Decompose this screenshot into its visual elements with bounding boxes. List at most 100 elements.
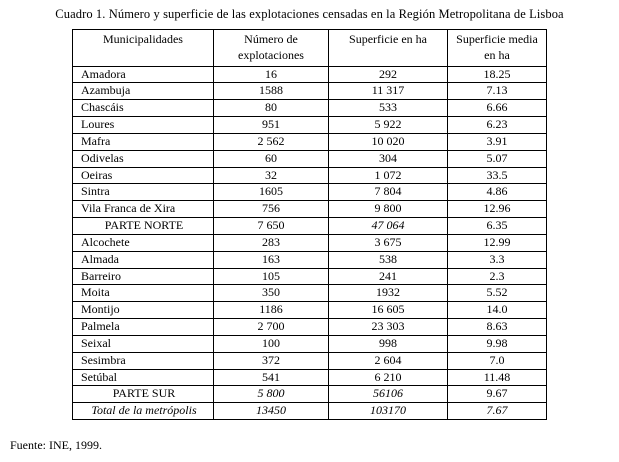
table-row: Palmela 2 700 23 303 8.63 — [72, 318, 547, 336]
cell-municipality: Almada — [72, 250, 214, 269]
cell-media: 12.96 — [447, 200, 547, 219]
cell-municipality: Azambuja — [72, 82, 214, 101]
cell-explotaciones: 5 800 — [213, 385, 329, 404]
cell-municipality: PARTE SUR — [72, 385, 214, 404]
data-table: Municipalidades Número de explotaciones … — [72, 29, 547, 421]
cell-municipality: Moita — [72, 284, 214, 303]
cell-municipality: Palmela — [72, 318, 214, 336]
cell-media: 8.63 — [447, 318, 547, 336]
column-header-municipalidades: Municipalidades — [72, 29, 214, 67]
cell-media: 4.86 — [447, 183, 547, 202]
table-row: Sintra 1605 7 804 4.86 — [72, 183, 547, 202]
cell-explotaciones: 951 — [213, 116, 329, 134]
table-row: Barreiro 105 241 2.3 — [72, 267, 547, 286]
cell-municipality: PARTE NORTE — [72, 217, 214, 235]
cell-explotaciones: 7 650 — [213, 217, 329, 235]
cell-media: 6.23 — [447, 116, 547, 134]
cell-superficie: 304 — [328, 149, 448, 168]
cell-superficie: 10 020 — [328, 132, 448, 151]
cell-municipality: Alcochete — [72, 233, 214, 252]
cell-explotaciones: 1605 — [213, 183, 329, 202]
cell-superficie: 533 — [328, 99, 448, 118]
cell-municipality: Odivelas — [72, 149, 214, 168]
cell-media: 9.98 — [447, 334, 547, 353]
table-row: Mafra 2 562 10 020 3.91 — [72, 132, 547, 151]
table-row: PARTE SUR 5 800 56106 9.67 — [72, 385, 547, 404]
cell-media: 11.48 — [447, 368, 547, 387]
cell-superficie: 292 — [328, 65, 448, 84]
cell-superficie: 7 804 — [328, 183, 448, 202]
table-row: Amadora 16 292 18.25 — [72, 65, 547, 84]
cell-superficie: 3 675 — [328, 233, 448, 252]
cell-municipality: Seixal — [72, 334, 214, 353]
column-header-superficie: Superficie en ha — [328, 29, 448, 67]
cell-superficie: 1 072 — [328, 166, 448, 185]
cell-explotaciones: 60 — [213, 149, 329, 168]
cell-superficie: 47 064 — [328, 217, 448, 235]
cell-explotaciones: 1588 — [213, 82, 329, 101]
cell-superficie: 5 922 — [328, 116, 448, 134]
cell-media: 7.67 — [447, 402, 547, 421]
cell-superficie: 998 — [328, 334, 448, 353]
cell-media: 3.3 — [447, 250, 547, 269]
cell-municipality: Vila Franca de Xira — [72, 200, 214, 219]
cell-media: 6.66 — [447, 99, 547, 118]
column-header-numero-explotaciones: Número de explotaciones — [213, 29, 329, 67]
table-row: Almada 163 538 3.3 — [72, 250, 547, 269]
table-row: Azambuja 1588 11 317 7.13 — [72, 82, 547, 101]
cell-explotaciones: 2 700 — [213, 318, 329, 336]
source-note: Fuente: INE, 1999. — [10, 438, 102, 452]
cell-explotaciones: 372 — [213, 351, 329, 370]
table-row: Montijo 1186 16 605 14.0 — [72, 301, 547, 320]
cell-media: 7.0 — [447, 351, 547, 370]
cell-media: 9.67 — [447, 385, 547, 404]
cell-media: 2.3 — [447, 267, 547, 286]
table-row: Moita 350 1932 5.52 — [72, 284, 547, 303]
table-row: Odivelas 60 304 5.07 — [72, 149, 547, 168]
table-row: Vila Franca de Xira 756 9 800 12.96 — [72, 200, 547, 219]
cell-superficie: 9 800 — [328, 200, 448, 219]
cell-municipality: Oeiras — [72, 166, 214, 185]
cell-media: 5.52 — [447, 284, 547, 303]
cell-explotaciones: 541 — [213, 368, 329, 387]
cell-superficie: 56106 — [328, 385, 448, 404]
cell-superficie: 11 317 — [328, 82, 448, 101]
cell-municipality: Sesimbra — [72, 351, 214, 370]
cell-municipality: Mafra — [72, 132, 214, 151]
cell-superficie: 103170 — [328, 402, 448, 421]
table-row: Sesimbra 372 2 604 7.0 — [72, 351, 547, 370]
table-row: Seixal 100 998 9.98 — [72, 334, 547, 353]
cell-explotaciones: 16 — [213, 65, 329, 84]
table-row: Oeiras 32 1 072 33.5 — [72, 166, 547, 185]
cell-explotaciones: 105 — [213, 267, 329, 286]
cell-explotaciones: 100 — [213, 334, 329, 353]
cell-media: 14.0 — [447, 301, 547, 320]
table-row: Loures 951 5 922 6.23 — [72, 116, 547, 134]
cell-municipality: Sintra — [72, 183, 214, 202]
cell-explotaciones: 32 — [213, 166, 329, 185]
cell-superficie: 6 210 — [328, 368, 448, 387]
cell-superficie: 23 303 — [328, 318, 448, 336]
cell-superficie: 2 604 — [328, 351, 448, 370]
cell-superficie: 16 605 — [328, 301, 448, 320]
cell-media: 33.5 — [447, 166, 547, 185]
cell-explotaciones: 1186 — [213, 301, 329, 320]
table-row: Setúbal 541 6 210 11.48 — [72, 368, 547, 387]
table-row: Alcochete 283 3 675 12.99 — [72, 233, 547, 252]
table-row: PARTE NORTE 7 650 47 064 6.35 — [72, 217, 547, 235]
table-row: Chascáis 80 533 6.66 — [72, 99, 547, 118]
cell-municipality: Total de la metrópolis — [72, 402, 214, 421]
cell-superficie: 241 — [328, 267, 448, 286]
table-row: Total de la metrópolis 13450 103170 7.67 — [72, 402, 547, 421]
cell-media: 18.25 — [447, 65, 547, 84]
cell-media: 6.35 — [447, 217, 547, 235]
cell-municipality: Amadora — [72, 65, 214, 84]
cell-explotaciones: 756 — [213, 200, 329, 219]
cell-superficie: 538 — [328, 250, 448, 269]
cell-media: 7.13 — [447, 82, 547, 101]
cell-media: 3.91 — [447, 132, 547, 151]
header-row: Municipalidades Número de explotaciones … — [72, 29, 547, 67]
cell-explotaciones: 283 — [213, 233, 329, 252]
cell-municipality: Montijo — [72, 301, 214, 320]
